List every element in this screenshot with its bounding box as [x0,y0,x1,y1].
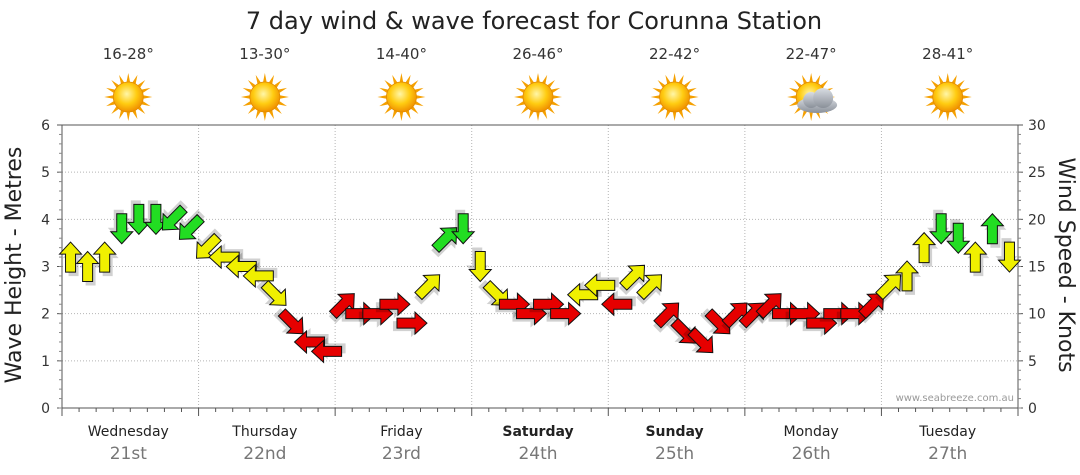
day-name-label: Monday [784,424,839,440]
wind-arrow [431,227,458,258]
day-name-label: Friday [380,424,422,440]
day-name-label: Saturday [502,424,573,440]
y-axis-right-label: Wind Speed - Knots [1053,157,1078,372]
temperature-range: 14-40° [376,45,427,63]
day-date-label: 21st [110,444,147,464]
sun-icon [104,73,153,121]
sun-cloud-icon [787,73,838,121]
y-axis-left-label: Wave Height - Metres [2,147,27,384]
sun-icon [514,73,562,121]
chart-title: 7 day wind & wave forecast for Corunna S… [246,7,822,35]
wind-arrow [683,327,714,354]
watermark: www.seabreeze.com.au [896,393,1014,404]
day-name-label: Tuesday [918,424,976,440]
day-name-label: Thursday [231,424,297,440]
day-date-label: 25th [655,444,694,464]
day-date-label: 26th [792,444,831,464]
wind-arrow [273,308,304,335]
y-right-tick-label: 20 [1028,212,1046,228]
day-date-label: 22nd [243,444,286,464]
wind-arrow [944,219,971,254]
temperature-range: 22-42° [649,45,700,63]
wind-arrow [225,252,261,279]
y-right-tick-label: 15 [1028,260,1046,276]
wind-arrow [995,238,1022,273]
y-right-tick-label: 30 [1028,118,1046,134]
wind-arrow [310,337,346,364]
wind-arrow [466,247,493,283]
wind-arrow [58,241,85,277]
wind-arrow [566,280,602,307]
wind-arrow [161,200,188,231]
sun-icon [240,73,289,121]
wind-arrow [256,279,287,306]
y-left-tick-label: 2 [41,307,50,323]
sun-icon [650,73,699,121]
wind-arrow [584,271,619,298]
temperature-range: 26-46° [512,45,563,63]
wind-arrow [414,274,441,305]
wind-arrow [546,301,582,328]
wind-arrow [875,274,902,305]
temperature-range: 13-30° [239,45,290,63]
y-left-tick-label: 4 [41,212,50,228]
sun-icon [377,73,426,121]
wind-arrow [375,292,411,319]
wind-arrow [208,243,244,270]
temperature-range: 28-41° [922,45,973,63]
wind-arrow [124,200,151,236]
wind-arrow [636,274,663,305]
day-name-label: Sunday [645,424,703,440]
wind-arrow [894,260,922,295]
y-right-tick-label: 5 [1028,354,1037,370]
wind-arrow [75,250,102,286]
wind-arrow [449,209,476,245]
wind-arrow [293,327,329,355]
wind-arrow [242,261,278,289]
y-right-tick-label: 10 [1028,307,1046,323]
wind-arrow [601,290,636,317]
wind-arrow [911,231,939,267]
wind-arrow [178,209,205,240]
y-right-tick-label: 25 [1028,165,1046,181]
y-right-tick-label: 0 [1028,401,1037,417]
day-date-label: 27th [928,444,967,464]
sun-icon [923,73,972,121]
wind-arrow [980,213,1007,248]
temperature-range: 22-47° [786,45,837,63]
y-left-tick-label: 3 [41,260,50,276]
wind-arrow [392,310,428,338]
y-left-tick-label: 1 [41,354,50,370]
day-date-label: 24th [518,444,557,464]
y-left-tick-label: 6 [41,118,50,134]
wind-arrow [963,241,990,277]
y-left-tick-label: 5 [41,165,50,181]
wind-arrow [858,293,885,324]
wind-arrow [619,264,646,296]
day-name-label: Wednesday [88,424,169,440]
temperature-range: 16-28° [103,45,154,63]
y-left-tick-label: 0 [41,401,50,417]
wind-arrow [107,209,134,245]
wind-arrow [92,241,119,277]
wind-arrow [927,209,954,245]
day-date-label: 23rd [382,444,421,464]
